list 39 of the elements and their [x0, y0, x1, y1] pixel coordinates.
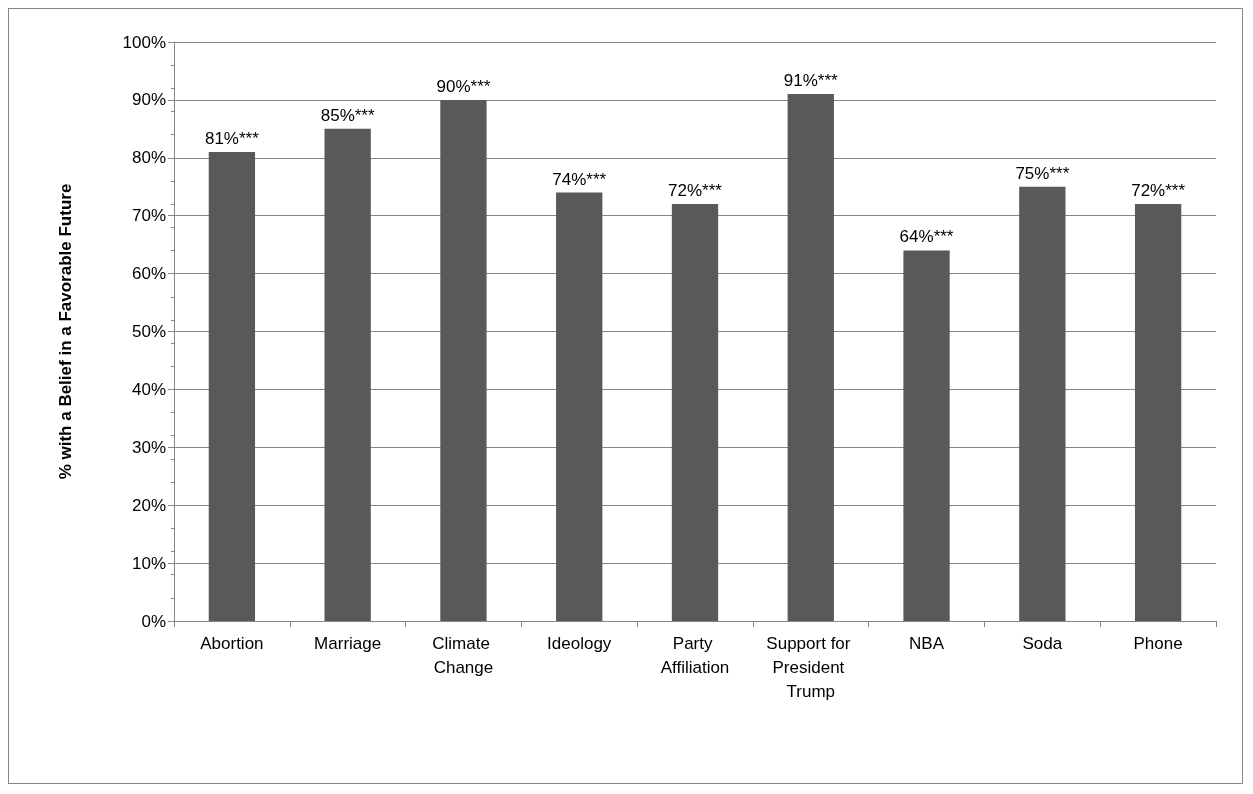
- y-tick-label: 20%: [131, 495, 166, 515]
- y-tick-label: 0%: [141, 611, 166, 631]
- x-tick-label: NBA: [909, 633, 945, 653]
- x-tick-label: Party Affiliation: [660, 633, 730, 677]
- y-tick-label: 40%: [131, 379, 166, 399]
- bar: [208, 152, 256, 621]
- x-tick-label: Soda: [1022, 633, 1063, 653]
- y-tick-label: 30%: [131, 437, 166, 457]
- bar: [903, 250, 950, 621]
- x-tick-label: Climate Change: [432, 633, 495, 677]
- y-axis-title: % with a Belief in a Favorable Future: [56, 183, 75, 480]
- x-tick-label: Support for President Trump: [766, 633, 856, 701]
- bar: [324, 128, 371, 621]
- data-label: 72%***: [1131, 181, 1186, 201]
- bar: [440, 99, 487, 621]
- data-label: 81%***: [204, 129, 260, 149]
- data-label: 91%***: [783, 71, 839, 91]
- bar: [671, 204, 719, 621]
- bar: [1134, 204, 1182, 621]
- y-tick-label: 80%: [131, 148, 166, 168]
- x-tick-label: Phone: [1133, 633, 1183, 653]
- data-label: 90%***: [436, 76, 491, 96]
- bar: [787, 94, 834, 621]
- bar: [556, 192, 603, 621]
- data-label: 75%***: [1015, 163, 1070, 183]
- data-label: 74%***: [552, 169, 607, 189]
- y-tick-label: 70%: [131, 206, 166, 226]
- bar: [1019, 186, 1066, 621]
- y-tick-label: 100%: [122, 32, 166, 52]
- x-tick-label: Marriage: [314, 633, 382, 653]
- x-tick-label: Abortion: [200, 633, 264, 653]
- data-label: 72%***: [668, 181, 723, 201]
- y-tick-label: 60%: [131, 264, 166, 284]
- data-label: 64%***: [899, 227, 954, 247]
- y-tick-label: 10%: [131, 553, 166, 573]
- x-tick-label: Ideology: [547, 633, 612, 653]
- data-label: 85%***: [320, 105, 375, 125]
- y-tick-label: 90%: [131, 90, 166, 110]
- y-tick-label: 50%: [131, 322, 166, 341]
